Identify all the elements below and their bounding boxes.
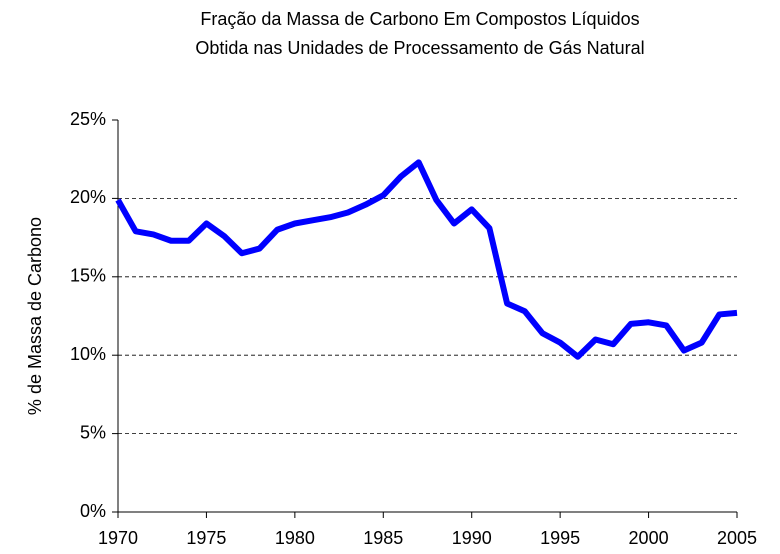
x-tick-label: 1975 — [186, 528, 226, 548]
chart-title: Fração da Massa de Carbono Em Compostos … — [200, 9, 639, 29]
x-tick-label: 1990 — [452, 528, 492, 548]
x-tick-label: 1985 — [363, 528, 403, 548]
y-tick-label: 15% — [70, 266, 106, 286]
y-axis-label: % de Massa de Carbono — [25, 217, 45, 415]
y-tick-label: 25% — [70, 109, 106, 129]
x-tick-label: 2005 — [717, 528, 757, 548]
y-tick-label: 10% — [70, 344, 106, 364]
y-tick-label: 20% — [70, 187, 106, 207]
x-tick-label: 2000 — [629, 528, 669, 548]
data-line — [115, 159, 738, 360]
y-tick-label: 5% — [80, 422, 106, 442]
chart-title: Obtida nas Unidades de Processamento de … — [195, 38, 644, 58]
x-tick-label: 1980 — [275, 528, 315, 548]
y-tick-label: 0% — [80, 501, 106, 521]
x-tick-label: 1970 — [98, 528, 138, 548]
x-tick-label: 1995 — [540, 528, 580, 548]
